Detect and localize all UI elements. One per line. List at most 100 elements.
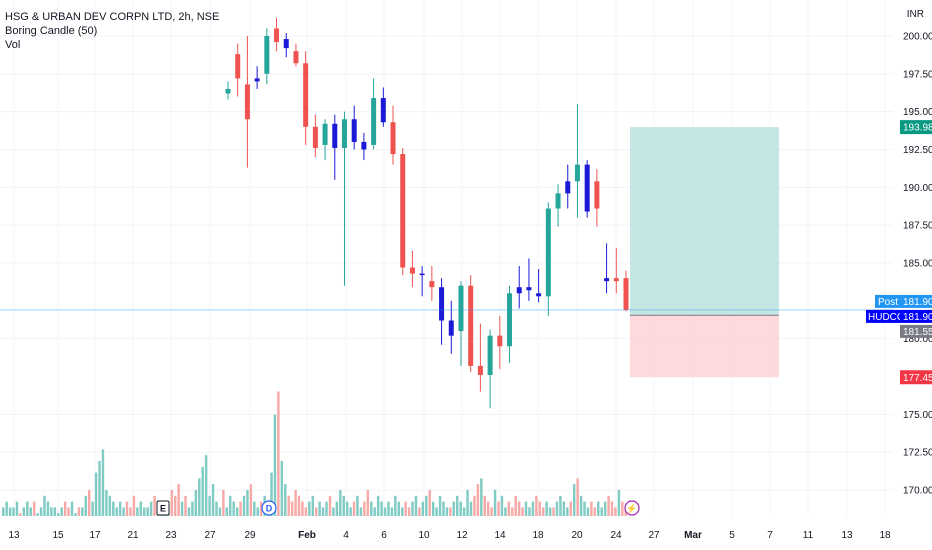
- volume-bar: [12, 507, 15, 519]
- volume-bar: [486, 501, 490, 519]
- volume-bar: [297, 495, 301, 519]
- volume-bar: [280, 461, 284, 519]
- volume-bar: [222, 490, 225, 519]
- volume-bar: [218, 507, 222, 519]
- volume-bar: [363, 501, 366, 519]
- volume-bar: [215, 501, 218, 519]
- volume-bar: [315, 507, 318, 519]
- price-tick-label: 180.00: [903, 334, 932, 345]
- symbol-tag-value-bg: [900, 309, 932, 323]
- time-tick-label: 23: [165, 530, 177, 541]
- symbol-tag-value: 181.90: [903, 312, 932, 323]
- time-tick-label: 27: [648, 530, 660, 541]
- volume-bar: [380, 501, 383, 519]
- volume-bar: [105, 490, 108, 519]
- volume-bar: [177, 484, 180, 519]
- time-tick-label: 4: [343, 530, 349, 541]
- volume-bar: [339, 490, 342, 519]
- volume-bar: [373, 507, 376, 519]
- volume-bar: [531, 501, 535, 519]
- volume-bar: [287, 495, 290, 519]
- target-price-tag-value: 193.98: [903, 123, 932, 134]
- chart-grid: [0, 35, 893, 491]
- indicator-volume[interactable]: Vol: [5, 39, 21, 51]
- long-position-tool[interactable]: [630, 127, 779, 378]
- price-tick-label: 190.00: [903, 183, 932, 194]
- volume-bar: [566, 507, 569, 519]
- volume-bar: [84, 495, 87, 519]
- volume-bar: [43, 495, 46, 519]
- volume-bar: [552, 507, 555, 519]
- price-axis[interactable]: 200.00 197.50 195.00 192.50 190.00 187.50 185.…: [893, 0, 932, 550]
- volume-bar: [191, 501, 194, 519]
- time-tick-label: 27: [204, 530, 216, 541]
- volume-bar: [504, 507, 507, 519]
- volume-bar: [112, 501, 115, 519]
- volume-bar: [77, 507, 81, 519]
- time-axis[interactable]: 13 15 17 21 23 27 29 Feb 4 6 10 12 14 18 20 24 27 Mar 5 7 11…: [0, 516, 932, 550]
- volume-bar: [521, 507, 524, 519]
- volume-bar: [617, 490, 621, 519]
- volume-bar: [579, 495, 583, 519]
- volume-bar: [621, 501, 624, 519]
- candlesticks: [225, 17, 629, 409]
- stop-zone: [630, 315, 779, 378]
- volume-bar: [201, 466, 204, 519]
- volume-bar: [50, 507, 53, 519]
- volume-bar: [301, 501, 304, 519]
- volume-bar: [204, 455, 208, 519]
- volume-bar: [242, 495, 246, 519]
- time-tick-label: 10: [418, 530, 430, 541]
- candle-body: [477, 365, 483, 375]
- volume-bar: [332, 507, 335, 519]
- volume-bar: [542, 507, 545, 519]
- candle-body: [264, 36, 270, 74]
- indicator-boring-candle[interactable]: Boring Candle (50): [5, 25, 98, 37]
- candle-body: [497, 335, 503, 347]
- currency-label[interactable]: INR: [906, 9, 924, 20]
- candle-body: [507, 293, 513, 347]
- volume-bar: [256, 507, 259, 519]
- volume-bar: [170, 490, 173, 519]
- time-tick-label: 18: [532, 530, 544, 541]
- time-tick-label: 15: [52, 530, 64, 541]
- volume-bar: [459, 501, 462, 519]
- price-tick-label: 197.50: [903, 69, 932, 80]
- volume-bar: [414, 495, 418, 519]
- volume-bar: [500, 495, 504, 519]
- volume-bar: [590, 501, 593, 519]
- volume-bar: [407, 507, 411, 519]
- price-tick-label: 195.00: [903, 107, 932, 118]
- symbol-title[interactable]: HSG & URBAN DEV CORPN LTD, 2h, NSE: [5, 11, 220, 23]
- volume-bar: [118, 501, 122, 519]
- split-marker: [624, 500, 640, 516]
- candle-body: [332, 123, 338, 148]
- candle-body: [604, 278, 610, 282]
- volume-bar: [39, 507, 43, 519]
- volume-bar: [428, 490, 431, 519]
- volume-bar: [318, 501, 321, 519]
- time-tick-label: 18: [879, 530, 891, 541]
- volume-bar: [607, 495, 610, 519]
- volume-bar: [108, 495, 112, 519]
- volume-bar: [528, 507, 531, 519]
- volume-bar: [452, 501, 456, 519]
- volume-bar: [87, 490, 91, 519]
- volume-bar: [173, 495, 177, 519]
- event-markers[interactable]: E D ⚡: [156, 500, 640, 516]
- candle-body: [584, 164, 590, 212]
- volume-bar: [456, 495, 459, 519]
- time-tick-label: 17: [89, 530, 101, 541]
- time-tick-label: 24: [610, 530, 622, 541]
- split-marker-text: ⚡: [626, 503, 637, 515]
- candle-body: [526, 287, 532, 291]
- volume-bar: [376, 495, 380, 519]
- volume-bar: [67, 507, 70, 519]
- candle-body: [545, 208, 551, 297]
- candle-body: [341, 119, 347, 148]
- volume-bar: [132, 495, 136, 519]
- volume-bar: [273, 414, 277, 519]
- volume-bar: [425, 495, 428, 519]
- candle-body: [594, 181, 600, 209]
